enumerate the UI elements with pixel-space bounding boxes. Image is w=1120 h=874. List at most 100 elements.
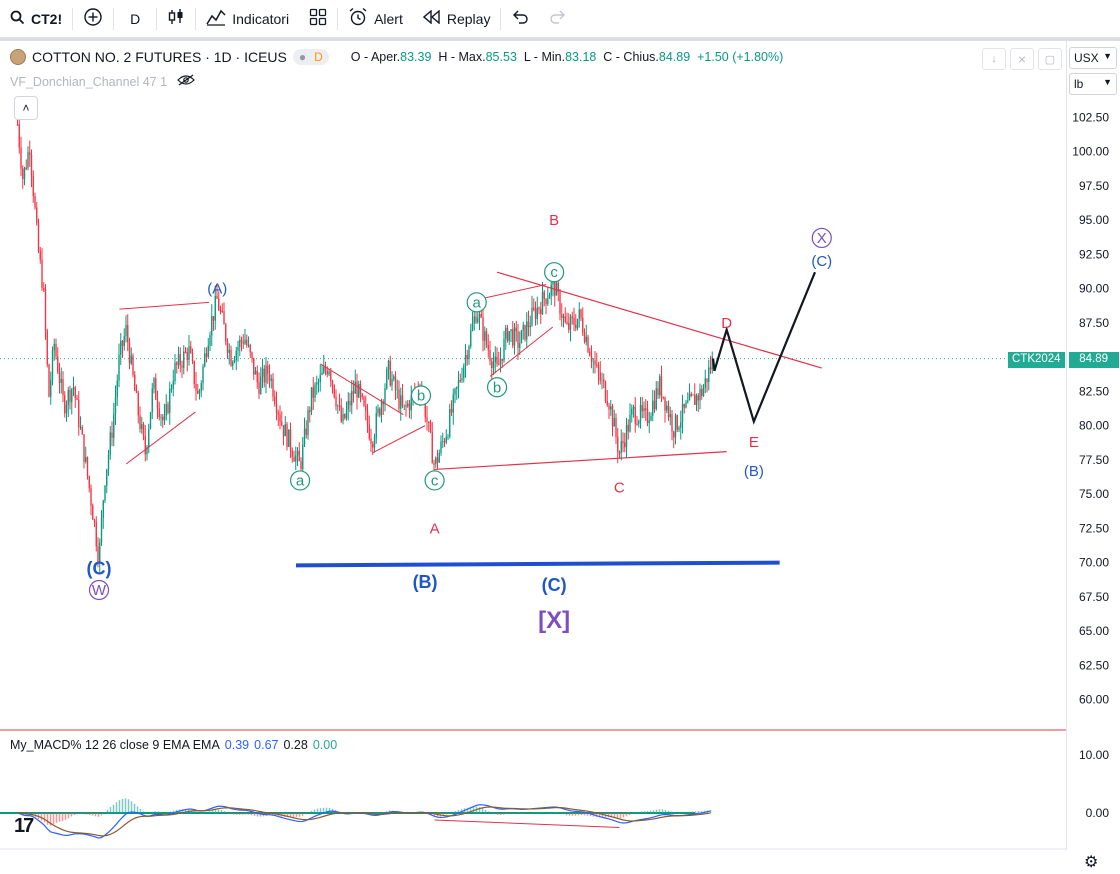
symbol-title[interactable]: COTTON NO. 2 FUTURES · 1D · ICEUS (32, 49, 287, 65)
price-tick-label: 67.50 (1079, 590, 1109, 604)
price-tick-label: 87.50 (1079, 316, 1109, 330)
low-label: L - Min. (523, 50, 566, 64)
wave-label: C (614, 479, 625, 496)
change-value: +1.50 (+1.80%) (697, 50, 784, 64)
undo-button[interactable] (501, 0, 539, 38)
maximize-icon: ▢ (1044, 53, 1056, 66)
wave-label: B (549, 212, 559, 229)
candles-group (16, 117, 713, 574)
chevron-up-icon: ˄ (22, 101, 30, 115)
pane-controls: ↓ ⨯ ▢ (982, 48, 1062, 70)
symbol-legend: COTTON NO. 2 FUTURES · 1D · ICEUS ● D O … (10, 49, 783, 65)
wave-label-circle (544, 262, 565, 283)
chevron-down-icon: ▼ (1103, 77, 1112, 87)
replay-label: Replay (446, 10, 491, 27)
toolbar-divider (195, 7, 197, 30)
wave-label: c (431, 472, 439, 489)
wave-label: b (417, 387, 425, 404)
toolbar-divider (337, 7, 339, 30)
wave-label: a (296, 472, 305, 489)
macd-axis-ticks: 10.00 0.00 (1079, 748, 1109, 820)
wave-label-circle (486, 377, 508, 398)
toolbar-divider (72, 7, 74, 30)
high-value: 85.53 (485, 50, 517, 64)
replay-button[interactable]: Replay (413, 0, 501, 38)
compare-button[interactable] (73, 0, 113, 38)
redo-button[interactable] (539, 0, 577, 38)
price-tick-label: 82.50 (1079, 384, 1109, 398)
maximize-pane-button[interactable]: ▢ (1038, 48, 1062, 70)
price-axis[interactable]: 102.50100.0097.5095.0092.5090.0087.5085.… (1066, 41, 1120, 850)
move-down-button[interactable]: ↓ (982, 48, 1006, 70)
alert-button[interactable]: Alert (338, 0, 413, 38)
wave-label-circle (88, 579, 110, 601)
unit-label: lb (1074, 77, 1084, 91)
time-axis: Ott2023AprGiuAgoOtt2024MarMagLugSet (0, 848, 1066, 850)
last-price-tag: CTK2024 84.89 (1008, 352, 1119, 368)
indicators-icon (206, 8, 226, 29)
chart-grid (0, 358, 1066, 731)
eye-hidden-icon[interactable] (177, 74, 195, 89)
chevron-down-icon: ▼ (1103, 51, 1112, 61)
price-tick-label: 80.00 (1079, 419, 1109, 433)
symbol-search-button[interactable]: CT2! (0, 0, 72, 38)
wave-sub-trendline (320, 363, 404, 416)
interval-button[interactable]: D (114, 0, 156, 38)
indicator-name[interactable]: VF_Donchian_Channel 47 1 (10, 74, 168, 89)
axis-unit-selectors: USX ▼ lb ▼ (1069, 47, 1117, 99)
wave-label: c (550, 264, 558, 281)
collapse-pane-button[interactable]: ⨯ (1010, 48, 1034, 70)
chart-type-button[interactable] (157, 0, 195, 38)
price-tick-label: 62.50 (1079, 658, 1109, 672)
wave-sub-trendline (125, 411, 196, 465)
trendline-triangle-upper (496, 271, 822, 369)
legend-collapse-button[interactable]: ˄ (14, 96, 38, 120)
toolbar-divider (500, 7, 502, 30)
unit-selector[interactable]: lb ▼ (1069, 73, 1117, 95)
macd-value-2: 0.67 (254, 738, 279, 752)
high-label: H - Max. (438, 50, 486, 64)
macd-tick-label: 10.00 (1079, 748, 1109, 762)
wave-labels-group: (A) (C) Wa b c a b c A B C D E (B) (C) X (B) (C) [X] (87, 212, 833, 634)
indicators-label: Indicatori (232, 10, 290, 27)
macd-value-1: 0.39 (224, 738, 250, 752)
price-tick-label: 100.00 (1072, 145, 1109, 159)
ohlc-values: O - Aper.83.39 H - Max.85.53 L - Min.83.… (351, 50, 783, 64)
last-price-value: 84.89 (1068, 352, 1119, 368)
wave-label: (A) (207, 281, 227, 298)
wave-sub-trendline (489, 326, 554, 377)
price-tick-label: 75.00 (1079, 487, 1109, 501)
macd-signal-line (17, 806, 711, 837)
price-tick-label: 102.50 (1072, 110, 1109, 124)
price-axis-ticks: 102.50100.0097.5095.0092.5090.0087.5085.… (1072, 110, 1109, 706)
candlestick-icon (167, 8, 185, 29)
macd-legend: My_MACD% 12 26 close 9 EMA EMA 0.39 0.67… (10, 738, 337, 752)
indicators-button[interactable]: Indicatori (196, 0, 299, 38)
toolbar-divider (113, 7, 115, 30)
wave-label: b (493, 379, 501, 396)
market-status-badge[interactable]: ● D (292, 49, 329, 65)
layouts-button[interactable] (299, 0, 337, 38)
top-toolbar: CT2! D Indicatori Alert R (0, 0, 1120, 38)
wave-label-circle (410, 385, 432, 406)
open-value: 83.39 (400, 50, 432, 64)
undo-icon (511, 10, 529, 27)
cotton-symbol-icon (10, 49, 26, 65)
price-chart[interactable]: (A) (C) Wa b c a b c A B C D E (B) (C) X (B) (C) [X] Ott20… (0, 41, 1066, 850)
indicator-legend: VF_Donchian_Channel 47 1 (10, 74, 195, 89)
wave-label: (C) (542, 575, 567, 595)
close-label: C - Chius. (603, 50, 659, 64)
close-value: 84.89 (658, 50, 691, 64)
tradingview-logo[interactable]: 17 (14, 815, 34, 837)
wave-label: A (430, 520, 440, 537)
wave-label-circle (424, 470, 445, 491)
wave-label: X (817, 230, 827, 247)
alert-label: Alert (374, 10, 403, 27)
interval-label: D (130, 10, 141, 27)
low-value: 83.18 (565, 50, 597, 64)
wave-label-circle (466, 292, 487, 313)
wave-sub-trendline (119, 301, 210, 310)
currency-selector[interactable]: USX ▼ (1069, 47, 1117, 69)
macd-name[interactable]: My_MACD% 12 26 close 9 EMA EMA (10, 738, 220, 752)
gear-icon[interactable]: ⚙ (1084, 854, 1099, 871)
